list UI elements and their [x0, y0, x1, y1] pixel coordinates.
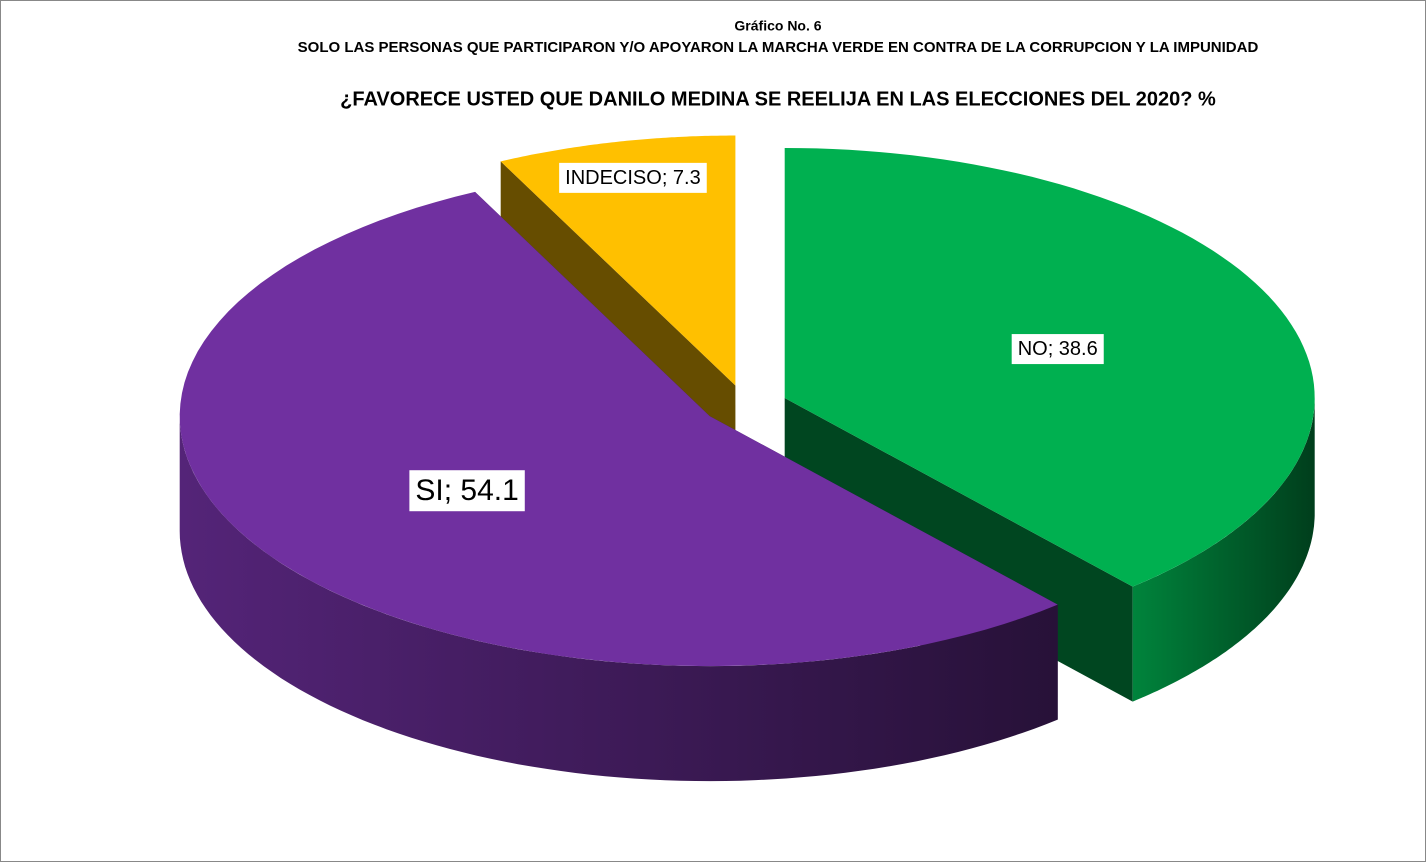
data-label: SI; 54.1 [415, 474, 518, 507]
slice-wall [1132, 398, 1315, 702]
slice-wall [179, 416, 1058, 782]
chart-subtitle: SOLO LAS PERSONAS QUE PARTICIPARON Y/O A… [298, 39, 1259, 56]
data-label-box [409, 470, 525, 512]
chart-title: Gráfico No. 6 [734, 18, 821, 34]
slice-top [179, 191, 1058, 667]
data-label-box [559, 162, 707, 193]
chart-question: ¿FAVORECE USTED QUE DANILO MEDINA SE REE… [340, 88, 1216, 110]
data-label: INDECISO; 7.3 [565, 167, 701, 189]
slice [179, 191, 1058, 782]
data-label-box [1011, 334, 1104, 365]
slice-top [784, 148, 1315, 587]
slice-top [500, 135, 736, 386]
data-label: NO; 38.6 [1018, 338, 1098, 360]
